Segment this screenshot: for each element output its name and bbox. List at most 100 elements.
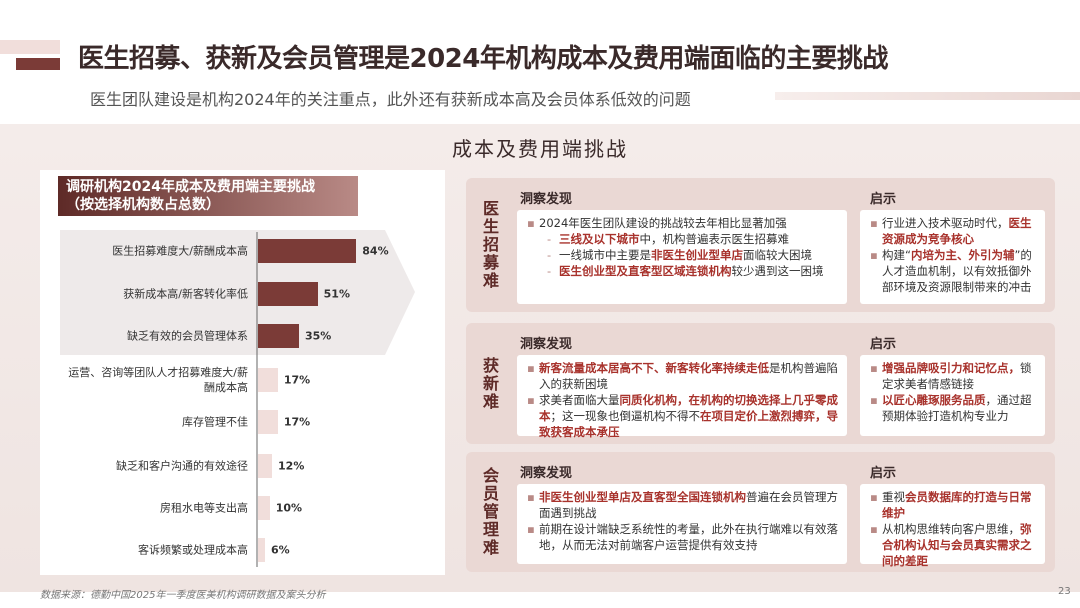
implication-box: 增强品牌吸引力和记忆点，锁定求美者情感链接以匠心雕琢服务品质，通过超预期体验打造…: [860, 355, 1045, 436]
value-label: 17%: [283, 373, 311, 387]
text-run: 求美者面临大量: [539, 393, 620, 407]
panel-label-wrap: 会员管理难: [474, 452, 504, 572]
bullet: 构建“内培为主、外引为辅”的人才造血机制，以有效抵御外部环境及资源限制带来的冲击: [868, 247, 1037, 295]
insight-box: 2024年医生团队建设的挑战较去年相比显著加强三线及以下城市中，机构普遍表示医生…: [517, 210, 847, 304]
bar: [258, 239, 357, 263]
text-run: 面临较大困境: [743, 248, 812, 262]
implication-box: 行业进入技术驱动时代，医生资源成为竞争核心构建“内培为主、外引为辅”的人才造血机…: [860, 210, 1045, 304]
text-run: ，通过超预期体验打造机构专业力: [882, 393, 1032, 423]
decoration: [0, 40, 60, 70]
panel: 医生招募难 洞察发现 启示 2024年医生团队建设的挑战较去年相比显著加强三线及以下城…: [466, 178, 1055, 312]
text-run: 普遍在会员管理方面遇到挑战: [539, 490, 838, 520]
value-label: 6%: [271, 543, 290, 557]
chart-subtitle: （按选择机构数占总数）: [66, 197, 220, 213]
text-run: 医生资源成为竞争核心: [882, 216, 1032, 246]
bullet: 从机构思维转向客户思维，弥合机构认知与会员真实需求之间的差距: [868, 521, 1037, 569]
implication-heading: 启示: [870, 192, 897, 207]
insight-heading: 洞察发现: [520, 337, 573, 352]
text-run: 弥合机构认知与会员真实需求之间的差距: [882, 522, 1032, 568]
bar: [258, 410, 278, 434]
bullet: 求美者面临大量同质化机构，在机构的切换选择上几乎零成本；这一现象也倒逼机构不得不…: [525, 392, 839, 440]
text-run: 较少遇到这一困境: [731, 264, 824, 278]
bullet: 2024年医生团队建设的挑战较去年相比显著加强: [525, 215, 839, 231]
implication-heading: 启示: [870, 466, 897, 481]
bullet: 一线城市中主要是非医生创业型单店面临较大困境: [525, 247, 839, 263]
text-run: 同质化机构，在机构的切换选择上几乎零成本: [539, 393, 838, 423]
section-title: 成本及费用端挑战: [452, 137, 628, 161]
text-run: 构建“: [882, 248, 911, 262]
text-run: 前期在设计端缺乏系统性的考量，此外在执行端难以有效落地，从而无法对前端客户运营提…: [539, 522, 838, 552]
page-number: 23: [1058, 586, 1071, 597]
source-note: 数据来源：德勤中国2025年一季度医美机构调研数据及案头分析: [40, 590, 326, 601]
text-run: 非医生创业型单店及直客型全国连锁机构: [539, 490, 746, 504]
bar: [258, 538, 266, 562]
category-label: 缺乏和客户沟通的有效途径: [116, 459, 248, 473]
text-run: 非医生创业型单店: [651, 248, 743, 262]
bullet: 前期在设计端缺乏系统性的考量，此外在执行端难以有效落地，从而无法对前端客户运营提…: [525, 521, 839, 553]
bullet: 重视会员数据库的打造与日常维护: [868, 489, 1037, 521]
category-label: 运营、咨询等团队人才招募难度大/薪酬成本高: [68, 366, 248, 394]
text-run: 三线及以下城市: [559, 232, 640, 246]
chart-title-box: 调研机构2024年成本及费用端主要挑战 （按选择机构数占总数）: [58, 176, 358, 216]
bullet: 以匠心雕琢服务品质，通过超预期体验打造机构专业力: [868, 392, 1037, 424]
decoration: [775, 92, 1080, 100]
text-run: 是机构普遍陷入的获新困境: [539, 361, 838, 391]
insight-heading: 洞察发现: [520, 466, 573, 481]
value-label: 35%: [304, 329, 332, 343]
text-run: 会员数据库的打造与日常维护: [882, 490, 1032, 520]
bullet: 三线及以下城市中，机构普遍表示医生招募难: [525, 231, 839, 247]
implication-heading: 启示: [870, 337, 897, 352]
insight-box: 非医生创业型单店及直客型全国连锁机构普遍在会员管理方面遇到挑战前期在设计端缺乏系…: [517, 484, 847, 564]
text-run: ；这一现象也倒逼机构不得不: [550, 409, 701, 423]
bar: [258, 282, 318, 306]
text-run: 2024年医生团队建设的挑战较去年相比显著加强: [539, 216, 787, 230]
text-run: 以匠心雕琢服务品质: [882, 393, 986, 407]
subtitle: 医生团队建设是机构2024年的关注重点，此外还有获新成本高及会员体系低效的问题: [90, 90, 691, 109]
text-run: 锁定求美者情感链接: [882, 361, 1032, 391]
text-run: 在项目定价上激烈搏弈，导致获客成本承压: [539, 409, 838, 439]
panel: 会员管理难 洞察发现 启示非医生创业型单店及直客型全国连锁机构普遍在会员管理方面遇到…: [466, 452, 1055, 572]
bar: [258, 324, 299, 348]
text-run: 重视: [882, 490, 905, 504]
bar: [258, 368, 278, 392]
text-run: ”的人才造血机制，以有效抵御外部环境及资源限制带来的冲击: [882, 248, 1032, 294]
chart-title: 调研机构2024年成本及费用端主要挑战: [66, 179, 315, 195]
value-label: 51%: [323, 287, 350, 301]
category-label: 客诉频繁或处理成本高: [138, 543, 248, 557]
text-run: 一线城市中主要是: [559, 248, 651, 262]
insight-heading: 洞察发现: [520, 192, 573, 207]
panel-label: 获新难: [480, 356, 499, 411]
text-run: 新客流量成本居高不下、新客转化率持续走低: [539, 361, 769, 375]
panel-label-wrap: 获新难: [474, 323, 504, 444]
category-label: 医生招募难度大/薪酬成本高: [112, 244, 248, 258]
category-label: 房租水电等支出高: [160, 501, 248, 515]
bullet: 医生创业型及直客型区域连锁机构较少遇到这一困境: [525, 263, 839, 279]
text-run: 增强品牌吸引力和记忆点，: [882, 361, 1020, 375]
value-label: 84%: [362, 244, 389, 258]
category-label: 缺乏有效的会员管理体系: [127, 329, 248, 343]
bullet: 非医生创业型单店及直客型全国连锁机构普遍在会员管理方面遇到挑战: [525, 489, 839, 521]
text-run: 医生创业型及直客型区域连锁机构: [559, 264, 732, 278]
panel-label: 医生招募难: [480, 200, 499, 290]
bullet: 新客流量成本居高不下、新客转化率持续走低是机构普遍陷入的获新困境: [525, 360, 839, 392]
implication-box: 重视会员数据库的打造与日常维护从机构思维转向客户思维，弥合机构认知与会员真实需求…: [860, 484, 1045, 568]
chart-arrow: [60, 230, 415, 567]
category-label: 库存管理不佳: [182, 415, 248, 429]
title: 医生招募、获新及会员管理是2024年机构成本及费用端面临的主要挑战: [78, 44, 888, 74]
panel-label: 会员管理难: [480, 467, 499, 557]
value-label: 17%: [283, 415, 311, 429]
bar: [258, 496, 270, 520]
value-label: 12%: [278, 459, 305, 473]
value-label: 10%: [275, 501, 303, 515]
text-run: 中，机构普遍表示医生招募难: [639, 232, 790, 246]
text-run: 从机构思维转向客户思维，: [882, 522, 1020, 536]
text-run: 行业进入技术驱动时代，: [882, 216, 1009, 230]
panel-label-wrap: 医生招募难: [474, 178, 504, 312]
insight-box: 新客流量成本居高不下、新客转化率持续走低是机构普遍陷入的获新困境求美者面临大量同…: [517, 355, 847, 439]
panel: 获新难 洞察发现 启示新客流量成本居高不下、新客转化率持续走低是机构普遍陷入的获新困…: [466, 323, 1055, 444]
text-run: 内培为主、外引为辅: [910, 248, 1015, 262]
bullet: 行业进入技术驱动时代，医生资源成为竞争核心: [868, 215, 1037, 247]
category-label: 获新成本高/新客转化率低: [123, 287, 248, 301]
bullet: 增强品牌吸引力和记忆点，锁定求美者情感链接: [868, 360, 1037, 392]
